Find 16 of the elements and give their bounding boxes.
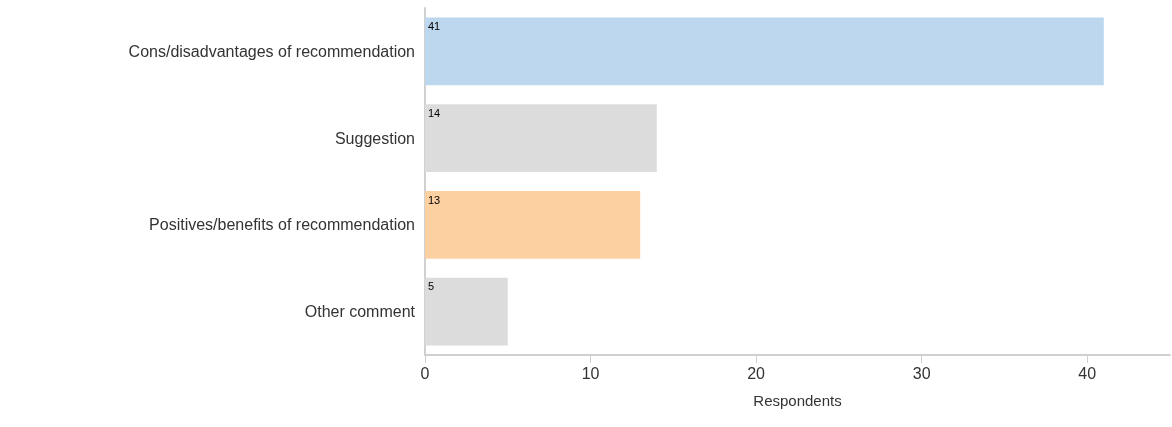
y-tick-label: Positives/benefits of recommendation: [149, 216, 415, 234]
x-tick-label: 0: [420, 364, 430, 382]
data-label: 41: [428, 20, 441, 33]
data-label: 14: [428, 106, 441, 119]
y-tick-label: Suggestion: [334, 129, 415, 147]
y-tick-label: Cons/disadvantages of recommendation: [128, 42, 415, 60]
x-tick-label: 30: [912, 364, 931, 382]
x-tick-label: 10: [581, 364, 600, 382]
data-label: 5: [428, 280, 435, 293]
bar: [425, 17, 1104, 86]
y-tick-label: Other comment: [304, 303, 416, 321]
x-tick-label: 40: [1078, 364, 1097, 382]
data-label: 13: [428, 193, 441, 206]
bar: [425, 191, 641, 259]
x-tick-label: 20: [747, 364, 766, 382]
x-axis-title: Respondents: [753, 392, 842, 409]
